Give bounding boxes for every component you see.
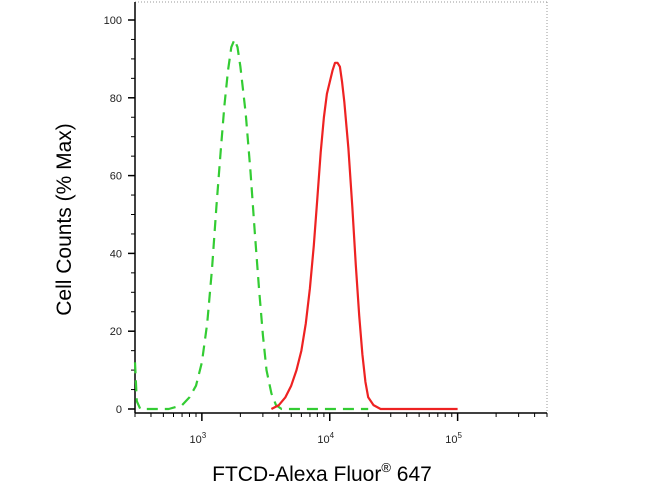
series-line-solid bbox=[270, 61, 458, 411]
y-tick-label: 0 bbox=[116, 404, 122, 416]
series-layer bbox=[133, 38, 458, 411]
x-axis-title-suffix: 647 bbox=[391, 463, 432, 486]
plot-area bbox=[135, 1, 548, 413]
y-axis-title: Cell Counts (% Max) bbox=[53, 123, 76, 316]
y-tick-label: 80 bbox=[110, 93, 122, 105]
series-line-dashed bbox=[133, 38, 369, 411]
x-axis-title-main: FTCD-Alexa Fluor bbox=[212, 463, 381, 486]
y-tick-label: 100 bbox=[104, 15, 122, 27]
x-axis: 103 104 105 bbox=[134, 412, 548, 446]
y-tick-label: 40 bbox=[110, 248, 122, 260]
y-tick-label: 60 bbox=[110, 171, 122, 183]
x-tick-label: 103 bbox=[190, 431, 207, 446]
x-axis-title: FTCD-Alexa Fluor® 647 bbox=[212, 460, 432, 486]
x-tick-label: 105 bbox=[445, 431, 462, 446]
x-tick-label: 104 bbox=[317, 431, 334, 446]
y-tick-label: 20 bbox=[110, 326, 122, 338]
y-axis: 0 20 40 60 80 100 bbox=[104, 2, 136, 416]
x-axis-title-registered: ® bbox=[381, 460, 391, 475]
